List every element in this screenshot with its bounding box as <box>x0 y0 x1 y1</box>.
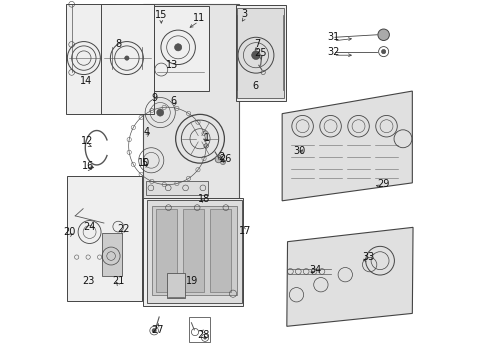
Circle shape <box>381 49 385 54</box>
Text: 23: 23 <box>82 276 95 286</box>
Text: 19: 19 <box>186 276 198 286</box>
Text: 18: 18 <box>198 194 210 204</box>
Bar <box>209 210 230 292</box>
Bar <box>154 6 208 91</box>
Bar <box>156 210 176 292</box>
Text: 14: 14 <box>80 76 92 86</box>
Circle shape <box>220 159 225 165</box>
Text: 28: 28 <box>197 330 209 340</box>
Bar <box>145 181 208 195</box>
Text: 10: 10 <box>138 158 150 168</box>
Text: 7: 7 <box>254 40 260 49</box>
Text: 24: 24 <box>83 222 96 232</box>
Bar <box>143 198 243 306</box>
Text: 1: 1 <box>203 133 209 143</box>
Text: 32: 32 <box>326 46 339 57</box>
Text: 3: 3 <box>241 9 247 19</box>
Bar <box>66 176 142 301</box>
Bar <box>235 5 285 101</box>
Text: 6: 6 <box>170 96 176 106</box>
Text: 27: 27 <box>151 325 163 335</box>
Text: 16: 16 <box>82 161 94 171</box>
Polygon shape <box>282 91 411 201</box>
Circle shape <box>203 336 206 339</box>
Circle shape <box>215 156 222 163</box>
Bar <box>188 317 210 342</box>
Text: 29: 29 <box>377 179 389 189</box>
Bar <box>167 273 185 298</box>
Text: 5: 5 <box>142 158 148 168</box>
Circle shape <box>251 51 260 59</box>
Circle shape <box>174 44 182 51</box>
Text: 17: 17 <box>239 226 251 236</box>
Circle shape <box>377 29 388 41</box>
Text: 22: 22 <box>117 225 129 234</box>
Text: 8: 8 <box>115 40 121 49</box>
Bar <box>152 206 236 296</box>
Text: 12: 12 <box>81 136 93 146</box>
Bar <box>147 201 242 303</box>
Circle shape <box>124 56 129 60</box>
Polygon shape <box>286 227 412 326</box>
Circle shape <box>152 328 156 333</box>
Bar <box>66 4 116 114</box>
Bar <box>101 4 154 114</box>
Bar <box>142 4 239 199</box>
Text: 31: 31 <box>326 32 339 42</box>
Text: 30: 30 <box>292 145 305 156</box>
Text: 4: 4 <box>143 127 150 136</box>
Circle shape <box>156 109 163 116</box>
Text: 21: 21 <box>112 276 124 286</box>
Text: 6: 6 <box>252 81 258 91</box>
Text: 34: 34 <box>309 265 321 275</box>
Text: 15: 15 <box>155 10 167 20</box>
Text: 20: 20 <box>63 227 76 237</box>
Text: 9: 9 <box>151 93 157 103</box>
Bar <box>183 210 203 292</box>
Bar <box>102 233 122 276</box>
Text: 33: 33 <box>361 252 374 262</box>
Text: 13: 13 <box>165 60 178 70</box>
Text: 11: 11 <box>192 13 204 23</box>
Text: 25: 25 <box>254 48 266 58</box>
Text: 26: 26 <box>219 154 232 164</box>
Bar <box>236 8 284 98</box>
Text: 2: 2 <box>218 152 224 162</box>
